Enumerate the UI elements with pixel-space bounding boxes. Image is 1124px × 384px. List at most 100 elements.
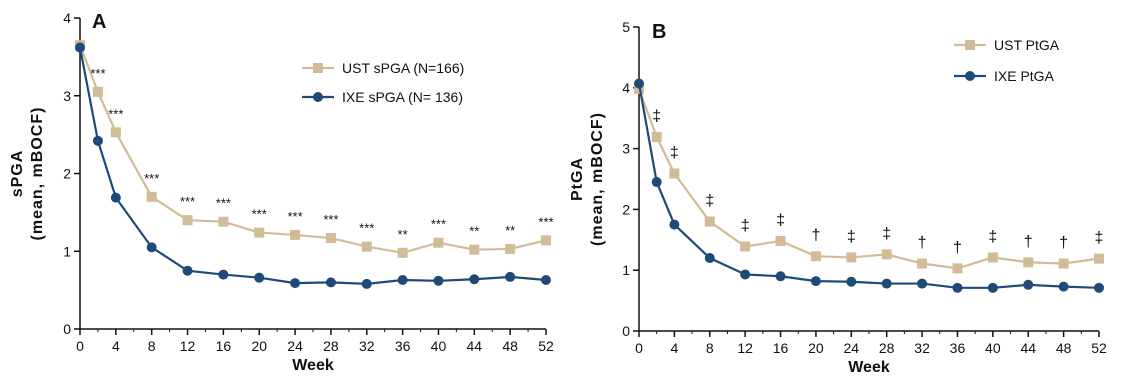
x-tick-label: 12	[737, 340, 753, 356]
x-axis-title: Week	[292, 357, 334, 374]
data-point-1	[846, 276, 857, 287]
x-tick-label: 40	[985, 340, 1001, 356]
significance-label: ‡	[741, 217, 750, 234]
legend-marker	[313, 92, 323, 102]
data-point-1	[1058, 281, 1069, 292]
data-point-0	[182, 215, 193, 226]
significance-label: ***	[216, 196, 231, 211]
significance-label: †	[1024, 233, 1033, 250]
x-tick-label: 44	[1020, 340, 1036, 356]
y-tick-label: 2	[63, 166, 71, 182]
data-point-1	[110, 192, 121, 203]
data-point-0	[469, 244, 480, 255]
data-point-0	[146, 191, 157, 202]
data-point-1	[669, 219, 680, 230]
significance-label: ‡	[776, 212, 785, 229]
significance-label: ***	[144, 171, 159, 186]
significance-label: ***	[359, 221, 374, 236]
y-tick-label: 5	[622, 19, 630, 35]
y-tick-label: 1	[63, 243, 71, 259]
legend-label: UST PtGA	[994, 37, 1060, 53]
significance-label: **	[398, 227, 408, 242]
data-point-1	[397, 275, 408, 286]
chart-panel-B: 0 4 8 12 16 20 24 28 32 36 40 44 48 52012345WeekPtGA(…	[569, 19, 1107, 376]
data-point-1	[182, 265, 193, 276]
x-tick-label: 52	[538, 338, 554, 354]
y-tick-label: 3	[622, 141, 630, 157]
data-point-0	[810, 251, 821, 262]
data-point-1	[469, 274, 480, 285]
panel-label: A	[92, 11, 106, 33]
data-point-1	[290, 278, 301, 289]
x-tick-label: 0	[635, 340, 643, 356]
data-point-1	[541, 275, 551, 286]
x-tick-label: 24	[844, 340, 860, 356]
data-point-1	[775, 271, 786, 282]
y-tick-label: 2	[622, 201, 630, 217]
data-point-1	[1094, 282, 1104, 293]
data-point-1	[740, 269, 751, 280]
significance-label: **	[469, 224, 479, 239]
data-point-0	[740, 241, 751, 252]
significance-label: ‡	[988, 228, 997, 245]
data-point-1	[361, 278, 372, 289]
x-tick-label: 0	[76, 338, 84, 354]
x-tick-label: 28	[323, 338, 339, 354]
y-axis-title-line2: (mean, mBOCF)	[29, 107, 46, 241]
significance-label: ***	[180, 194, 195, 209]
y-tick-label: 0	[622, 323, 630, 339]
data-point-0	[651, 132, 662, 143]
y-tick-label: 0	[63, 321, 71, 337]
y-axis-title-line1: sPGA	[9, 150, 26, 198]
significance-label: ***	[431, 217, 446, 232]
legend-label: UST sPGA (N=166)	[342, 60, 464, 76]
data-point-0	[846, 252, 857, 263]
data-point-1	[254, 272, 265, 283]
legend-label: IXE PtGA	[994, 68, 1055, 84]
x-tick-label: 28	[879, 340, 895, 356]
x-tick-label: 20	[251, 338, 267, 354]
data-point-0	[669, 168, 680, 179]
x-tick-label: 16	[216, 338, 232, 354]
significance-label: ‡	[705, 193, 714, 210]
x-tick-label: 48	[502, 338, 518, 354]
y-tick-label: 3	[63, 88, 71, 104]
x-tick-label: 20	[808, 340, 824, 356]
significance-label: ***	[90, 66, 105, 81]
data-point-1	[146, 242, 157, 253]
data-point-1	[952, 282, 963, 293]
significance-label: ‡	[1095, 230, 1104, 247]
data-point-1	[704, 253, 715, 264]
x-tick-label: 4	[670, 340, 678, 356]
data-point-1	[634, 78, 644, 89]
data-point-0	[110, 127, 121, 138]
significance-label: ‡	[652, 108, 661, 125]
significance-label: ***	[108, 106, 123, 121]
data-point-0	[881, 249, 892, 260]
y-axis-title-line1: PtGA	[569, 157, 586, 201]
y-tick-label: 4	[622, 80, 630, 96]
significance-label: ‡	[670, 145, 679, 162]
legend-label: IXE sPGA (N= 136)	[342, 89, 463, 105]
significance-label: ***	[252, 207, 267, 222]
legend-marker	[965, 71, 975, 81]
y-axis-title-line2: (mean, mBOCF)	[589, 112, 606, 246]
panel-label: B	[652, 21, 666, 43]
x-tick-label: 32	[359, 338, 375, 354]
significance-label: **	[505, 223, 515, 238]
y-tick-label: 4	[63, 10, 71, 26]
significance-label: †	[1059, 235, 1068, 252]
data-point-0	[952, 263, 963, 274]
data-point-1	[433, 275, 444, 286]
data-point-1	[218, 269, 229, 280]
data-point-0	[775, 236, 786, 247]
data-point-1	[917, 278, 928, 289]
x-tick-label: 24	[287, 338, 303, 354]
data-point-0	[361, 241, 372, 252]
data-point-0	[1094, 253, 1104, 264]
significance-label: ‡	[847, 228, 856, 245]
data-point-0	[987, 252, 998, 263]
significance-label: ***	[287, 209, 302, 224]
